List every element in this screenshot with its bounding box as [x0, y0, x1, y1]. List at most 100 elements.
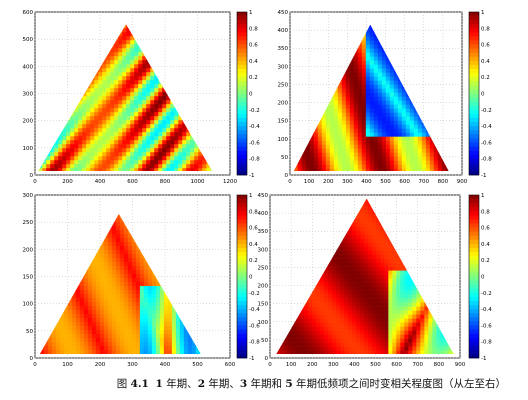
heat-cell	[182, 160, 187, 165]
heat-cell	[94, 88, 99, 93]
heat-cell	[98, 116, 103, 121]
heat-cell	[284, 334, 289, 339]
heat-cell	[397, 132, 403, 137]
heat-cell	[126, 96, 131, 101]
heat-cell	[95, 334, 101, 339]
heat-cell	[186, 132, 191, 137]
heat-cell	[123, 302, 129, 307]
heat-cell	[123, 258, 129, 263]
heat-cell	[317, 164, 323, 169]
heat-cell	[135, 338, 141, 343]
heat-cell	[421, 140, 427, 145]
colorbar-segment	[237, 113, 247, 119]
heat-cell	[138, 60, 143, 65]
heat-cell	[425, 140, 431, 145]
heat-cell	[114, 152, 119, 157]
heat-cell	[83, 314, 89, 319]
heat-cell	[115, 254, 121, 259]
heat-cell	[119, 318, 125, 323]
heat-cell	[86, 104, 91, 109]
heat-cell	[405, 140, 411, 145]
colorbar-tick-label: 0.2	[481, 75, 490, 81]
heat-cell	[163, 306, 169, 311]
heat-cell	[95, 306, 101, 311]
heat-cell	[119, 226, 125, 231]
heat-cell	[329, 128, 335, 133]
heat-cell	[74, 124, 79, 129]
heat-cell	[126, 36, 131, 41]
heat-cell	[118, 152, 123, 157]
heat-cell	[103, 270, 109, 275]
heat-cell	[353, 128, 359, 133]
heat-cell	[317, 144, 323, 149]
heat-cell	[142, 160, 147, 165]
heat-cell	[131, 238, 137, 243]
heat-cell	[94, 80, 99, 85]
heat-cell	[127, 290, 133, 295]
heat-cell	[183, 350, 189, 354]
heat-cell	[43, 342, 49, 347]
heat-cell	[170, 132, 175, 137]
heat-cell	[151, 322, 157, 327]
heat-cell	[405, 148, 411, 153]
heat-cell	[155, 326, 161, 331]
heat-cell	[135, 250, 141, 255]
heat-cell	[393, 160, 399, 165]
heat-cell	[143, 314, 149, 319]
heat-cell	[90, 164, 95, 169]
heat-cell	[90, 92, 95, 97]
heat-cell	[151, 350, 157, 354]
heat-cell	[54, 148, 59, 153]
heat-cell	[146, 68, 151, 73]
heat-cell	[87, 274, 93, 279]
heat-cell	[94, 160, 99, 165]
heat-cell	[159, 322, 165, 327]
heat-cell	[98, 140, 103, 145]
heat-cell	[361, 140, 367, 145]
heat-cell	[284, 346, 289, 351]
heat-cell	[170, 160, 175, 165]
heat-cell	[90, 128, 95, 133]
colorbar-segment	[237, 81, 247, 86]
colorbar-segment	[237, 52, 247, 58]
heat-cell	[102, 148, 107, 153]
colorbar-segment	[469, 64, 479, 70]
heat-cell	[74, 128, 79, 133]
heat-cell	[111, 222, 117, 227]
heat-cell	[155, 298, 161, 303]
heat-cell	[115, 234, 121, 239]
heat-cell	[131, 278, 137, 283]
colorbar-tick-label: 0.6	[249, 43, 258, 49]
heat-cell	[337, 164, 343, 169]
heat-cell	[397, 156, 403, 161]
heat-cell	[309, 168, 315, 171]
colorbar-tick-label: -0.4	[249, 307, 260, 313]
y-tick-label: 450	[278, 10, 289, 16]
colorbar-segment	[237, 154, 247, 159]
colorbar-segment	[237, 239, 247, 245]
heat-cell	[159, 346, 165, 351]
heat-cell	[86, 168, 91, 171]
heat-cell	[167, 330, 173, 335]
heat-cell	[401, 148, 407, 153]
heat-cell	[373, 60, 379, 65]
y-tick-label: 0	[285, 173, 289, 179]
heat-cell	[325, 120, 331, 125]
heat-cell	[135, 286, 141, 291]
heat-cell	[190, 156, 195, 161]
heat-cell	[138, 100, 143, 105]
heat-cell	[127, 298, 133, 303]
heat-cell	[135, 274, 141, 279]
heat-cell	[385, 124, 391, 129]
heat-cell	[162, 160, 167, 165]
heat-cell	[115, 238, 121, 243]
heat-cell	[349, 156, 355, 161]
heat-cell	[111, 306, 117, 311]
colorbar-tick-label: 0.8	[249, 209, 258, 215]
heat-cell	[95, 266, 101, 271]
heat-cell	[321, 128, 327, 133]
heat-cell	[341, 100, 347, 105]
colorbar-tick-label: 0	[481, 92, 485, 98]
heat-cell	[361, 76, 367, 81]
heat-cell	[127, 258, 133, 263]
